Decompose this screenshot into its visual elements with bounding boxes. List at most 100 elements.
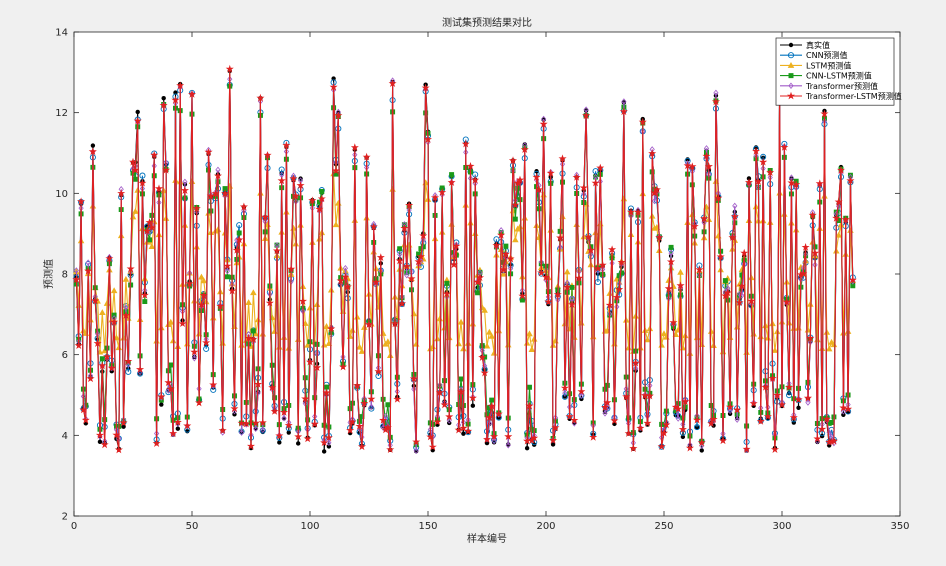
data-point	[236, 222, 243, 229]
data-point	[475, 273, 485, 282]
data-point	[166, 384, 175, 393]
series-line	[75, 68, 854, 450]
data-point	[735, 298, 744, 306]
data-point	[503, 243, 509, 249]
data-point	[829, 420, 835, 426]
data-point	[424, 135, 432, 143]
data-point	[355, 422, 364, 430]
data-point	[733, 405, 742, 414]
y-tick-label: 10	[55, 189, 68, 200]
data-point	[848, 275, 857, 284]
data-point	[714, 193, 723, 202]
data-point	[296, 441, 301, 446]
data-point	[506, 254, 515, 263]
data-point	[284, 421, 293, 429]
data-point	[577, 387, 586, 395]
data-point	[728, 233, 737, 241]
data-point	[626, 207, 635, 216]
data-point	[192, 204, 201, 213]
data-point	[223, 261, 232, 270]
x-tick-label: 50	[186, 521, 199, 532]
data-point	[258, 418, 267, 427]
data-point	[846, 176, 855, 185]
data-point	[194, 398, 204, 407]
data-point	[532, 172, 541, 181]
data-point	[660, 330, 668, 337]
data-point	[785, 383, 794, 391]
data-point	[550, 442, 556, 447]
data-point	[228, 286, 237, 295]
data-point	[624, 429, 633, 437]
data-point	[763, 412, 772, 420]
data-point	[428, 442, 437, 451]
data-point	[725, 402, 735, 411]
data-point	[596, 163, 605, 172]
data-point	[740, 248, 749, 257]
legend-item: CNN-LSTM预测值	[780, 71, 872, 81]
data-point	[430, 193, 440, 202]
data-point	[224, 274, 230, 280]
x-tick-label: 150	[418, 521, 437, 532]
data-point	[282, 141, 291, 149]
data-point	[823, 328, 831, 335]
data-point	[560, 383, 569, 392]
data-point	[619, 107, 628, 116]
data-point	[792, 180, 801, 189]
legend-label: CNN预测值	[806, 50, 848, 60]
legend-marker	[788, 73, 794, 79]
data-point	[742, 445, 751, 453]
data-point	[161, 95, 166, 101]
data-point	[473, 277, 482, 286]
data-point	[134, 186, 141, 193]
data-point	[806, 333, 815, 342]
data-point	[839, 403, 848, 412]
data-point	[638, 117, 647, 126]
data-point	[807, 300, 814, 307]
data-point	[631, 358, 640, 367]
data-point	[93, 339, 102, 347]
data-point	[261, 212, 270, 221]
data-point	[722, 278, 728, 284]
data-point	[435, 388, 444, 397]
data-point	[707, 419, 716, 427]
data-point	[270, 407, 279, 415]
data-point	[664, 284, 673, 292]
data-point	[622, 392, 631, 401]
legend-marker	[788, 82, 794, 90]
data-point	[841, 412, 846, 417]
data-point	[586, 245, 595, 254]
data-point	[160, 187, 167, 194]
data-point	[126, 264, 135, 273]
data-point	[265, 298, 274, 307]
data-point	[298, 297, 308, 305]
data-point	[232, 245, 241, 254]
data-point	[95, 431, 104, 439]
data-point	[135, 365, 145, 373]
data-point	[175, 426, 181, 431]
data-point	[173, 90, 178, 95]
data-point	[121, 311, 131, 319]
data-point	[676, 281, 685, 289]
data-point	[185, 279, 194, 288]
data-point	[143, 226, 152, 235]
data-point	[471, 175, 480, 184]
data-point	[376, 253, 385, 261]
data-point	[336, 276, 345, 285]
data-point	[247, 441, 255, 450]
data-point	[388, 79, 397, 88]
data-point	[478, 353, 487, 361]
data-point	[492, 241, 501, 249]
data-point	[578, 392, 584, 399]
data-point	[79, 405, 88, 414]
legend: 真实值CNN预测值LSTM预测值CNN-LSTM预测值Transformer预测…	[775, 37, 902, 106]
data-point	[135, 109, 140, 115]
data-point	[397, 246, 403, 252]
data-point	[516, 175, 525, 184]
data-point	[786, 392, 793, 399]
data-point	[518, 291, 527, 300]
data-point	[357, 442, 367, 451]
data-point	[520, 145, 529, 154]
legend-marker	[787, 52, 795, 59]
data-point	[348, 417, 357, 426]
data-point	[711, 97, 721, 106]
